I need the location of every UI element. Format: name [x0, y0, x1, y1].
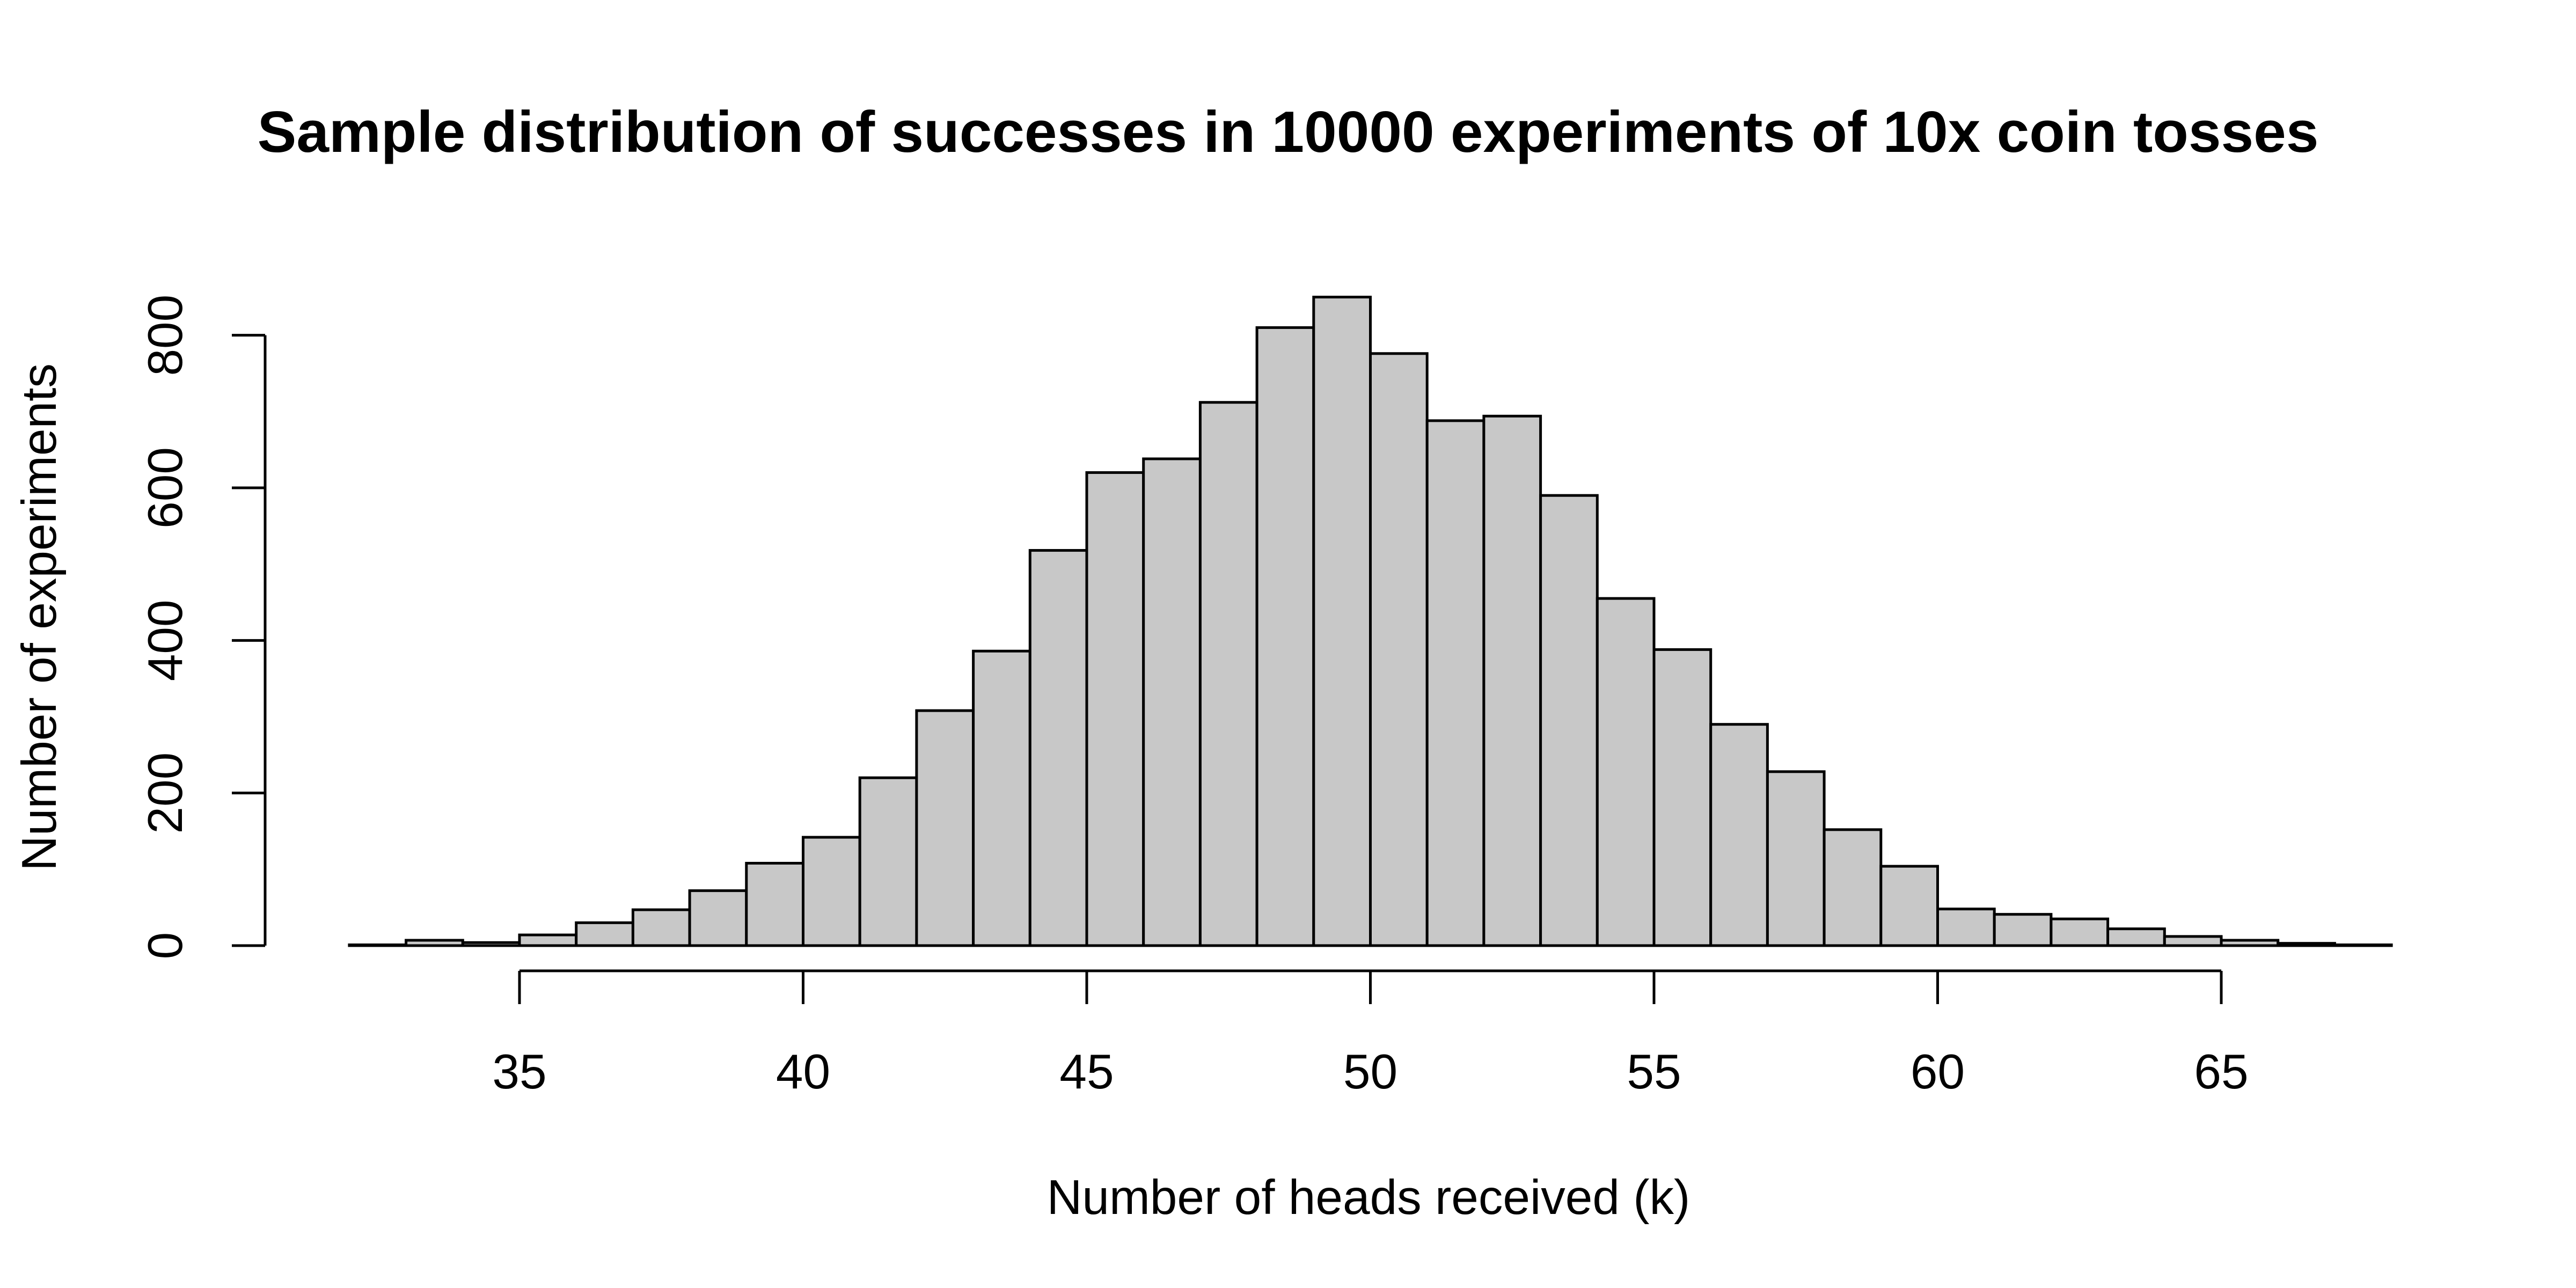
histogram-bar: [518, 933, 578, 947]
histogram-bar: [1482, 414, 1542, 947]
x-tick-label: 35: [492, 1045, 546, 1099]
histogram-bar: [858, 776, 918, 947]
y-axis: 0 200 400 600 800: [138, 295, 267, 960]
y-tick-label: 0: [138, 932, 193, 960]
histogram-bar: [1255, 326, 1315, 947]
y-tick-label: 400: [138, 599, 193, 681]
chart-title: Sample distribution of successes in 1000…: [258, 99, 2319, 165]
histogram-bar: [1652, 648, 1713, 947]
histogram-bar: [1369, 352, 1429, 947]
x-tick-label: 55: [1627, 1045, 1681, 1099]
histogram-bar: [972, 649, 1031, 947]
histogram-bar: [1709, 723, 1769, 947]
x-axis: 35 40 45 50 55 60 65: [492, 969, 2249, 1099]
histogram-bar: [1425, 419, 1485, 947]
histogram-bar: [1312, 296, 1372, 947]
histogram-bar: [802, 836, 861, 947]
histogram-bar: [575, 921, 634, 947]
histogram-bar: [1142, 457, 1202, 947]
histogram-bars: [348, 296, 2393, 947]
histogram-bar: [2163, 935, 2223, 947]
x-tick-label: 60: [1911, 1045, 1965, 1099]
x-tick-label: 45: [1059, 1045, 1114, 1099]
histogram-bar: [745, 861, 805, 947]
histogram-bar: [1993, 913, 2053, 947]
histogram-bar: [2050, 917, 2110, 947]
x-axis-label: Number of heads received (k): [1047, 1170, 1690, 1225]
histogram-bar: [915, 709, 975, 947]
x-tick-label: 50: [1343, 1045, 1397, 1099]
x-tick-label: 65: [2194, 1045, 2248, 1099]
y-axis-label: Number of experiments: [12, 363, 67, 871]
y-tick-label: 600: [138, 447, 193, 529]
histogram-bar: [2106, 927, 2166, 947]
x-tick-label: 40: [776, 1045, 830, 1099]
histogram-bar: [688, 889, 748, 947]
histogram-bar: [1936, 908, 1996, 947]
y-tick-label: 800: [138, 295, 193, 376]
histogram-bar: [1028, 549, 1088, 947]
histogram-bar: [1085, 471, 1145, 947]
histogram-bar: [1539, 494, 1599, 947]
histogram-bar: [1823, 828, 1883, 947]
histogram-bar: [1766, 770, 1826, 947]
histogram-bar: [1198, 401, 1258, 947]
histogram-bar: [1596, 597, 1656, 947]
histogram-bar: [1879, 865, 1940, 947]
histogram-bar: [631, 908, 691, 947]
y-tick-label: 200: [138, 752, 193, 834]
